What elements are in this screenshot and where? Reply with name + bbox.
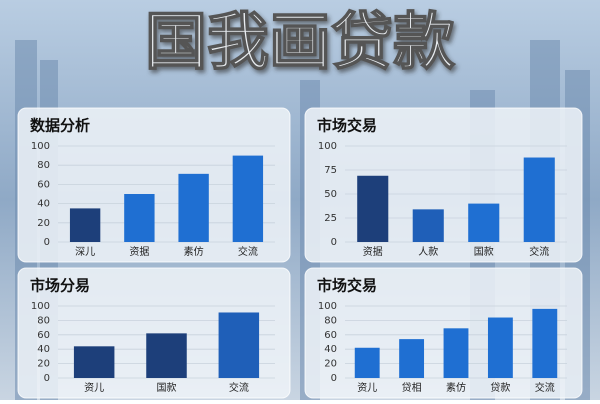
y-tick-label: 75 [324,165,337,176]
x-tick-label: 资儿 [357,382,377,394]
y-tick-label: 100 [31,301,50,312]
x-tick-label: 深儿 [75,246,95,258]
y-tick-label: 60 [37,330,50,341]
y-tick-label: 80 [324,315,337,326]
x-tick-label: 贷款 [490,381,510,394]
bar [232,155,264,242]
y-tick-label: 20 [37,218,50,229]
bar [523,157,555,242]
chart-title: 市场交易 [317,117,377,135]
x-tick-label: 素仿 [184,245,204,258]
chart-title: 市场分易 [30,277,90,295]
x-tick-label: 贷相 [402,381,422,394]
x-tick-label: 资儿 [84,382,104,394]
y-tick-label: 0 [44,373,50,384]
y-tick-label: 40 [37,199,50,210]
y-tick-label: 20 [324,359,337,370]
bar [487,317,513,378]
x-tick-label: 人款 [418,245,438,258]
y-tick-label: 60 [37,179,50,190]
page-title: 国我画贷款 [145,5,455,78]
bar [412,209,444,242]
y-tick-label: 100 [31,141,50,152]
y-tick-label: 0 [331,373,337,384]
x-tick-label: 交流 [238,245,258,258]
bar [532,308,558,378]
chart-title: 数据分析 [30,117,90,135]
y-tick-label: 80 [37,160,50,171]
x-tick-label: 交流 [529,245,549,258]
bar [399,339,425,378]
chart-title: 市场交易 [317,277,377,295]
bar [354,347,380,378]
bar [218,312,260,378]
y-tick-label: 100 [318,141,337,152]
x-tick-label: 交流 [535,381,555,394]
y-tick-label: 25 [324,213,337,224]
bar [443,328,469,378]
bar [357,175,389,242]
y-tick-label: 40 [324,344,337,355]
y-tick-label: 100 [318,301,337,312]
bar [468,203,500,242]
bar [124,194,155,242]
y-tick-label: 50 [324,189,337,200]
bar [69,208,101,242]
y-tick-label: 40 [37,344,50,355]
y-tick-label: 80 [37,315,50,326]
y-tick-label: 20 [37,359,50,370]
x-tick-label: 国款 [474,245,494,258]
x-tick-label: 素仿 [446,381,466,394]
y-tick-label: 60 [324,330,337,341]
bar [73,346,115,378]
bar [146,333,187,378]
y-tick-label: 0 [44,237,50,248]
bar [178,173,209,242]
x-tick-label: 资据 [129,245,149,258]
x-tick-label: 交流 [229,381,249,394]
x-tick-label: 资据 [363,245,383,258]
y-tick-label: 0 [331,237,337,248]
x-tick-label: 国款 [157,381,177,394]
